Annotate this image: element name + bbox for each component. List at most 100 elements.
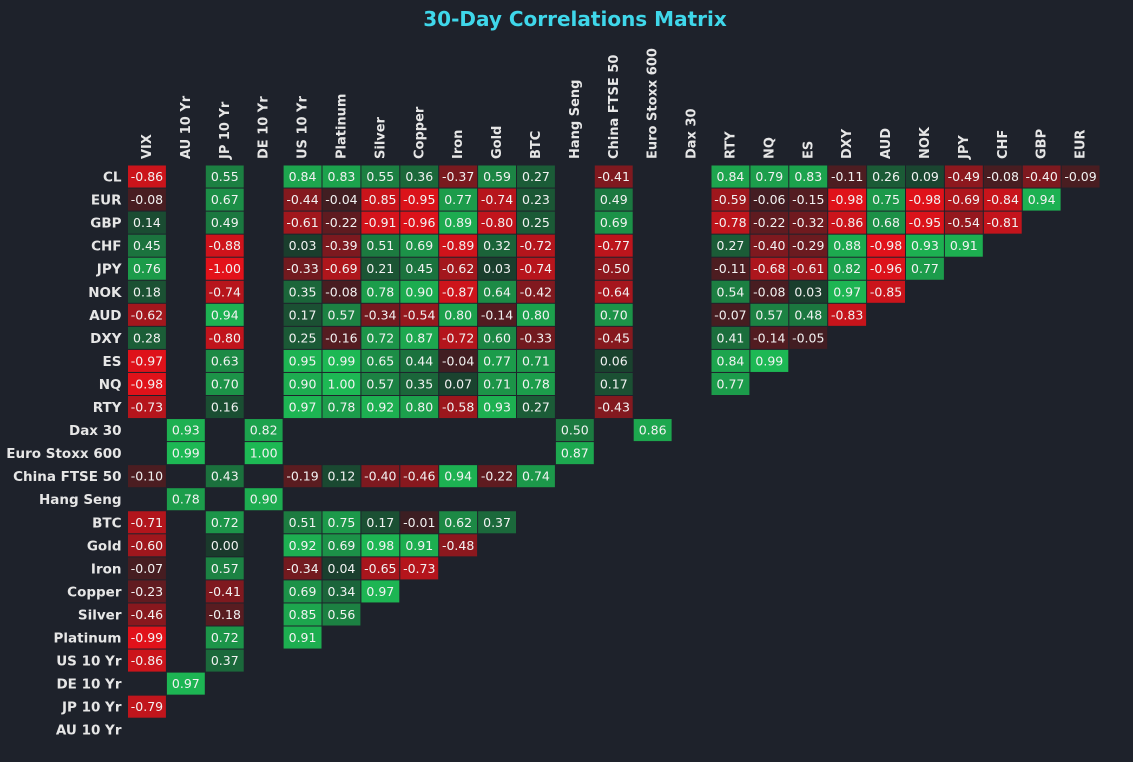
cell-value-jpy-nq: -0.68 [753,261,785,276]
row-label-us-10-yr: US 10 Yr [56,654,122,670]
row-label-aud: AUD [89,308,121,324]
cell-copper-us-10-yr [283,580,322,603]
cell-dxy-iron [439,326,478,349]
cell-value-nok-iron: -0.87 [442,284,474,299]
cell-eur-gold [478,188,516,211]
cell-value-aud-nq: 0.57 [755,307,783,322]
cell-eur-es [789,188,828,211]
cell-value-euro-stoxx-600-de-10-yr: 1.00 [250,446,278,461]
cell-es-iron [439,349,478,372]
cell-value-chf-us-10-yr: 0.03 [289,238,317,253]
cell-value-gbp-es: -0.32 [792,215,824,230]
cell-value-jpy-gold: 0.03 [483,261,511,276]
row-label-rty: RTY [93,400,122,416]
cell-gbp-btc [517,211,555,234]
cell-aud-platinum [322,303,361,326]
cell-gold-jp-10-yr [205,534,244,557]
cell-value-chf-btc: -0.72 [520,238,552,253]
column-label-vix: VIX [140,134,155,159]
cell-eur-gbp [1022,188,1061,211]
cell-value-nq-copper: 0.35 [405,376,433,391]
cell-gold-platinum [322,534,361,557]
cell-value-cl-copper: 0.36 [405,169,433,184]
cell-gbp-china-ftse-50 [594,211,633,234]
cell-cl-gold [478,165,516,188]
cell-value-rty-gold: 0.93 [483,400,511,415]
cell-btc-silver [361,511,400,534]
cell-jp-10-yr-vix [128,695,166,718]
cell-nq-china-ftse-50 [594,372,633,395]
row-label-copper: Copper [67,584,122,600]
cell-iron-vix [128,557,166,580]
cell-value-nok-vix: 0.18 [133,284,161,299]
cell-es-silver [361,349,400,372]
cell-nok-jp-10-yr [205,280,244,303]
row-label-jpy: JPY [96,262,122,278]
cell-value-china-ftse-50-gold: -0.22 [481,469,513,484]
cell-silver-vix [128,603,166,626]
cell-cl-rty [711,165,750,188]
cell-dxy-jp-10-yr [205,326,244,349]
column-label-hang-seng: Hang Seng [568,80,583,159]
cell-value-silver-jp-10-yr: -0.18 [209,607,241,622]
cell-value-rty-btc: 0.27 [522,400,550,415]
cell-chf-aud [867,234,905,257]
cell-value-nok-platinum: -0.08 [325,284,357,299]
cell-value-platinum-vix: -0.99 [131,630,163,645]
cell-value-silver-us-10-yr: 0.85 [289,607,317,622]
cell-us-10-yr-vix [128,649,166,672]
cell-silver-jp-10-yr [205,603,244,626]
cell-value-dxy-china-ftse-50: -0.45 [598,330,630,345]
cell-value-es-us-10-yr: 0.95 [289,353,317,368]
cell-value-aud-silver: -0.34 [364,307,396,322]
cell-dxy-silver [361,326,400,349]
cell-cl-silver [361,165,400,188]
cell-value-gold-jp-10-yr: 0.00 [211,538,239,553]
cell-value-chf-aud: -0.98 [870,238,902,253]
cell-value-eur-chf: -0.84 [987,192,1019,207]
cell-value-dax-30-hang-seng: 0.50 [561,423,589,438]
cell-rty-btc [517,396,555,419]
cell-value-nok-aud: -0.85 [870,284,902,299]
cell-value-cl-eur: -0.09 [1064,169,1096,184]
cell-value-nok-silver: 0.78 [366,284,394,299]
cell-nq-rty [711,372,750,395]
cell-gold-silver [361,534,400,557]
cell-value-es-platinum: 0.99 [328,353,356,368]
cell-nok-btc [517,280,555,303]
cell-jpy-copper [400,257,439,280]
cell-aud-rty [711,303,750,326]
cell-aud-china-ftse-50 [594,303,633,326]
cell-nok-nq [750,280,789,303]
cell-value-platinum-jp-10-yr: 0.72 [211,630,239,645]
cell-euro-stoxx-600-de-10-yr [244,442,283,465]
cell-value-gold-vix: -0.60 [131,538,163,553]
cell-dxy-gold [478,326,516,349]
cell-value-platinum-us-10-yr: 0.91 [289,630,317,645]
cell-value-gbp-jp-10-yr: 0.49 [211,215,239,230]
cell-china-ftse-50-gold [478,465,516,488]
cell-value-hang-seng-de-10-yr: 0.90 [250,492,278,507]
cell-eur-copper [400,188,439,211]
cell-value-nok-copper: 0.90 [405,284,433,299]
cell-nok-iron [439,280,478,303]
cell-chf-nq [750,234,789,257]
cell-chf-gold [478,234,516,257]
cell-value-cl-jpy: -0.49 [948,169,980,184]
cell-value-copper-vix: -0.23 [131,584,163,599]
cell-nok-china-ftse-50 [594,280,633,303]
cell-value-china-ftse-50-iron: 0.94 [444,469,472,484]
cell-es-rty [711,349,750,372]
cell-value-hang-seng-au-10-yr: 0.78 [172,492,200,507]
cell-value-dxy-es: -0.05 [792,330,824,345]
cell-eur-rty [711,188,750,211]
cell-value-btc-vix: -0.71 [131,515,163,530]
cell-hang-seng-de-10-yr [244,488,283,511]
cell-value-es-copper: 0.44 [405,353,433,368]
cell-value-jpy-btc: -0.74 [520,261,552,276]
cell-china-ftse-50-platinum [322,465,361,488]
row-label-chf: CHF [91,239,121,255]
cell-value-cl-dxy: -0.11 [831,169,863,184]
cell-value-eur-jp-10-yr: 0.67 [211,192,239,207]
cell-value-cl-nok: 0.09 [911,169,939,184]
